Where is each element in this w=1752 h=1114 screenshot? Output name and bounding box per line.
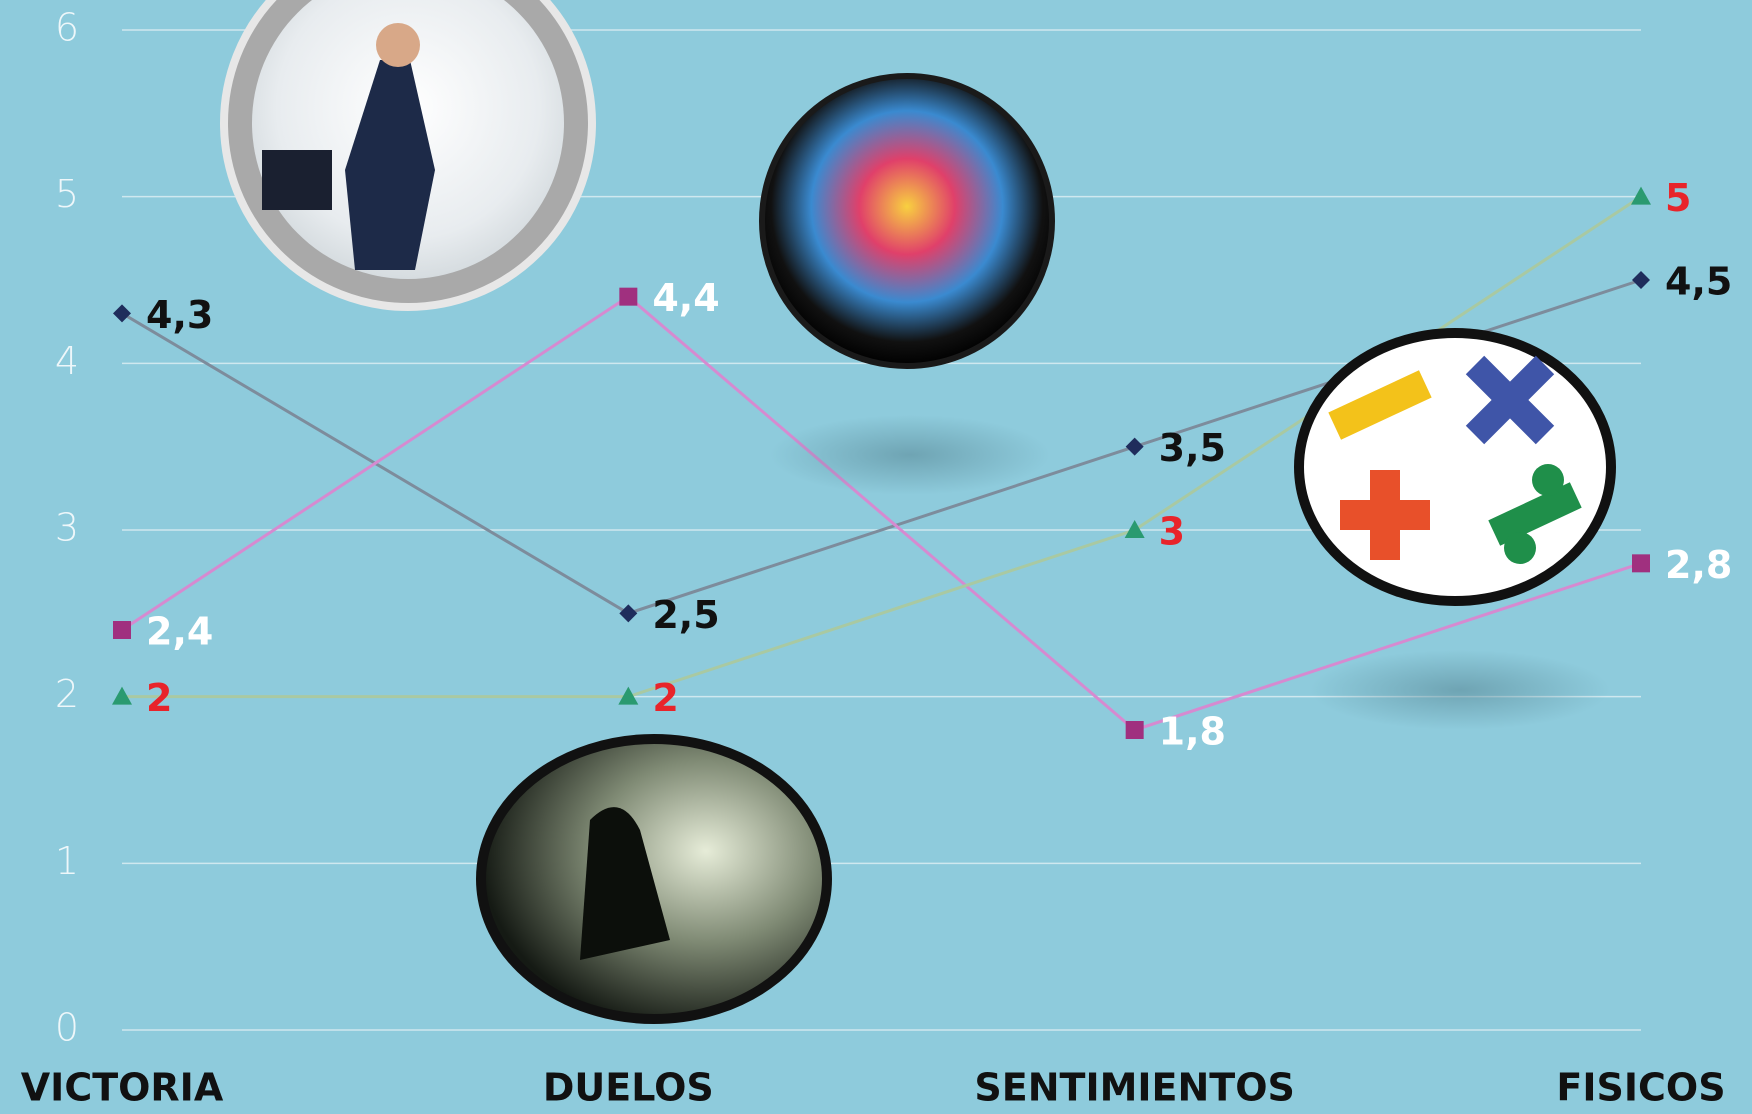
point — [1632, 554, 1650, 572]
data-label: 1,8 — [1159, 710, 1226, 754]
photo-heart — [762, 76, 1052, 366]
data-label: 3,5 — [1159, 426, 1226, 470]
point — [113, 304, 131, 322]
divide-sign — [1504, 532, 1536, 564]
point — [619, 604, 637, 622]
y-tick-label: 4 — [55, 339, 79, 383]
chart: 0 1 2 3 4 5 6 VICTORIA DUELOS SENTIMIENTOS FISICOS… — [0, 0, 1752, 1114]
photo-sad — [481, 739, 827, 1019]
point — [1632, 271, 1650, 289]
y-tick-label: 2 — [55, 672, 79, 716]
shadow — [1310, 650, 1610, 730]
y-tick-label: 1 — [55, 839, 79, 883]
x-tick-label: SENTIMIENTOS — [974, 1066, 1295, 1110]
data-label: 2,8 — [1665, 543, 1732, 587]
data-label: 2 — [652, 676, 678, 720]
decorations — [224, 0, 1611, 1019]
x-tick-label: DUELOS — [543, 1066, 714, 1110]
data-label: 4,3 — [146, 293, 213, 337]
data-label: 4,4 — [652, 276, 719, 320]
photo-math — [1299, 333, 1611, 601]
figure — [376, 23, 420, 67]
briefcase — [262, 150, 332, 210]
data-label: 5 — [1665, 176, 1691, 220]
y-tick-label: 3 — [55, 506, 79, 550]
data-label: 2,4 — [146, 610, 213, 654]
data-label: 4,5 — [1665, 260, 1732, 304]
point — [1631, 187, 1651, 205]
point — [113, 621, 131, 639]
point — [1125, 520, 1145, 538]
data-label: 2 — [146, 676, 172, 720]
divide-sign — [1532, 464, 1564, 496]
x-tick-label: VICTORIA — [21, 1066, 224, 1110]
shadow — [770, 415, 1050, 495]
y-tick-label: 5 — [55, 172, 79, 216]
y-tick-label: 0 — [55, 1006, 79, 1050]
point — [1126, 721, 1144, 739]
data-label: 2,5 — [652, 593, 719, 637]
y-tick-label: 6 — [55, 6, 79, 50]
x-tick-label: FISICOS — [1556, 1066, 1725, 1110]
point — [1126, 438, 1144, 456]
point — [619, 288, 637, 306]
data-label: 3 — [1159, 510, 1185, 554]
